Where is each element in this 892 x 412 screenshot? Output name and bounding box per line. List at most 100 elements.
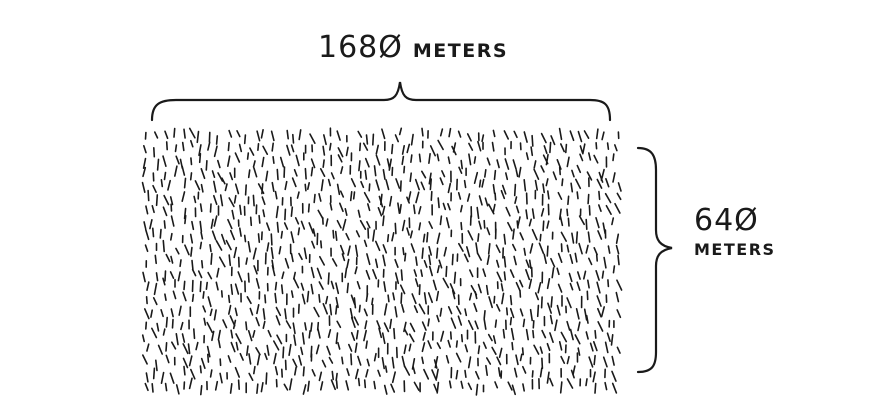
grass-stroke	[513, 255, 517, 266]
grass-stroke	[199, 220, 203, 233]
grass-stroke	[347, 245, 351, 256]
grass-stroke	[172, 290, 177, 300]
grass-stroke	[320, 179, 324, 192]
grass-stroke	[571, 169, 575, 178]
grass-stroke	[290, 144, 295, 153]
grass-stroke	[310, 322, 313, 332]
grass-stroke	[229, 382, 233, 394]
grass-stroke	[510, 327, 515, 341]
grass-stroke	[531, 370, 534, 378]
grass-stroke	[144, 228, 150, 241]
grass-stroke	[429, 145, 437, 157]
grass-stroke	[317, 327, 321, 339]
grass-stroke	[260, 129, 264, 139]
grass-stroke	[485, 364, 489, 377]
grass-stroke	[540, 132, 547, 144]
grass-stroke	[228, 304, 232, 315]
grass-stroke	[373, 165, 377, 177]
grass-stroke	[180, 321, 184, 331]
grass-stroke	[150, 309, 153, 318]
grass-stroke	[503, 255, 507, 268]
grass-stroke	[409, 230, 414, 239]
grass-stroke	[159, 228, 162, 239]
grass-stroke	[354, 266, 358, 275]
grass-stroke	[375, 144, 380, 155]
grass-stroke	[190, 157, 193, 166]
grass-stroke	[295, 154, 300, 167]
grass-stroke	[533, 160, 537, 169]
grass-stroke	[357, 355, 362, 366]
grass-stroke	[327, 328, 332, 339]
grass-stroke	[615, 291, 620, 303]
grass-stroke	[170, 232, 173, 241]
grass-stroke	[518, 166, 522, 178]
grass-stroke	[579, 153, 584, 162]
grass-stroke	[468, 292, 473, 301]
grass-stroke	[296, 191, 300, 199]
grass-stroke	[249, 147, 255, 156]
grass-stroke	[200, 183, 204, 193]
grass-stroke	[433, 383, 438, 393]
grass-stroke	[391, 232, 395, 242]
grass-stroke	[529, 308, 534, 322]
grass-stroke	[318, 281, 324, 290]
grass-stroke	[422, 331, 426, 341]
grass-stroke	[162, 155, 167, 167]
grass-stroke	[318, 193, 322, 202]
grass-stroke	[239, 204, 242, 216]
grass-stroke	[498, 347, 503, 359]
grass-stroke	[173, 127, 176, 138]
grass-stroke	[436, 264, 440, 274]
grass-stroke	[364, 169, 368, 180]
grass-stroke	[149, 219, 153, 230]
grass-stroke	[519, 353, 523, 362]
grass-stroke	[596, 295, 602, 307]
grass-stroke	[474, 320, 479, 330]
grass-stroke	[213, 180, 217, 193]
grass-stroke	[261, 183, 264, 195]
grass-stroke	[600, 168, 605, 181]
grass-stroke	[557, 283, 563, 293]
grass-stroke	[611, 217, 615, 226]
grass-stroke	[319, 168, 326, 177]
grass-stroke	[171, 341, 177, 350]
grass-stroke	[399, 180, 402, 192]
grass-stroke	[328, 356, 334, 364]
grass-stroke	[478, 195, 483, 206]
grass-stroke	[538, 242, 545, 255]
grass-stroke	[198, 152, 202, 164]
grass-stroke	[431, 369, 438, 381]
grass-stroke	[399, 203, 402, 214]
grass-stroke	[391, 371, 397, 384]
grass-stroke	[153, 147, 156, 158]
grass-stroke	[162, 239, 165, 253]
grass-stroke	[513, 367, 518, 378]
grass-stroke	[228, 129, 233, 138]
grass-stroke	[483, 219, 486, 229]
grass-stroke	[519, 232, 525, 241]
grass-stroke	[300, 282, 305, 291]
grass-stroke	[165, 316, 168, 328]
grass-stroke	[532, 319, 535, 329]
grass-stroke	[206, 345, 211, 358]
grass-stroke	[550, 296, 553, 308]
grass-stroke	[368, 183, 371, 192]
grass-stroke	[525, 209, 529, 220]
grass-stroke	[312, 228, 316, 237]
grass-stroke	[364, 157, 370, 168]
grass-stroke	[387, 294, 390, 303]
grass-stroke	[156, 322, 160, 332]
grass-stroke	[215, 135, 219, 145]
grass-stroke	[467, 230, 474, 241]
grass-stroke	[558, 166, 562, 176]
grass-stroke	[155, 359, 158, 372]
grass-stroke	[436, 381, 440, 394]
grass-stroke	[354, 342, 358, 353]
grass-stroke	[293, 334, 297, 346]
grass-stroke	[428, 172, 432, 185]
grass-stroke	[301, 293, 306, 305]
grass-stroke	[440, 330, 445, 342]
grass-stroke	[164, 382, 168, 392]
grass-stroke	[341, 253, 346, 262]
height-label: 64Ø METERS	[694, 204, 804, 260]
